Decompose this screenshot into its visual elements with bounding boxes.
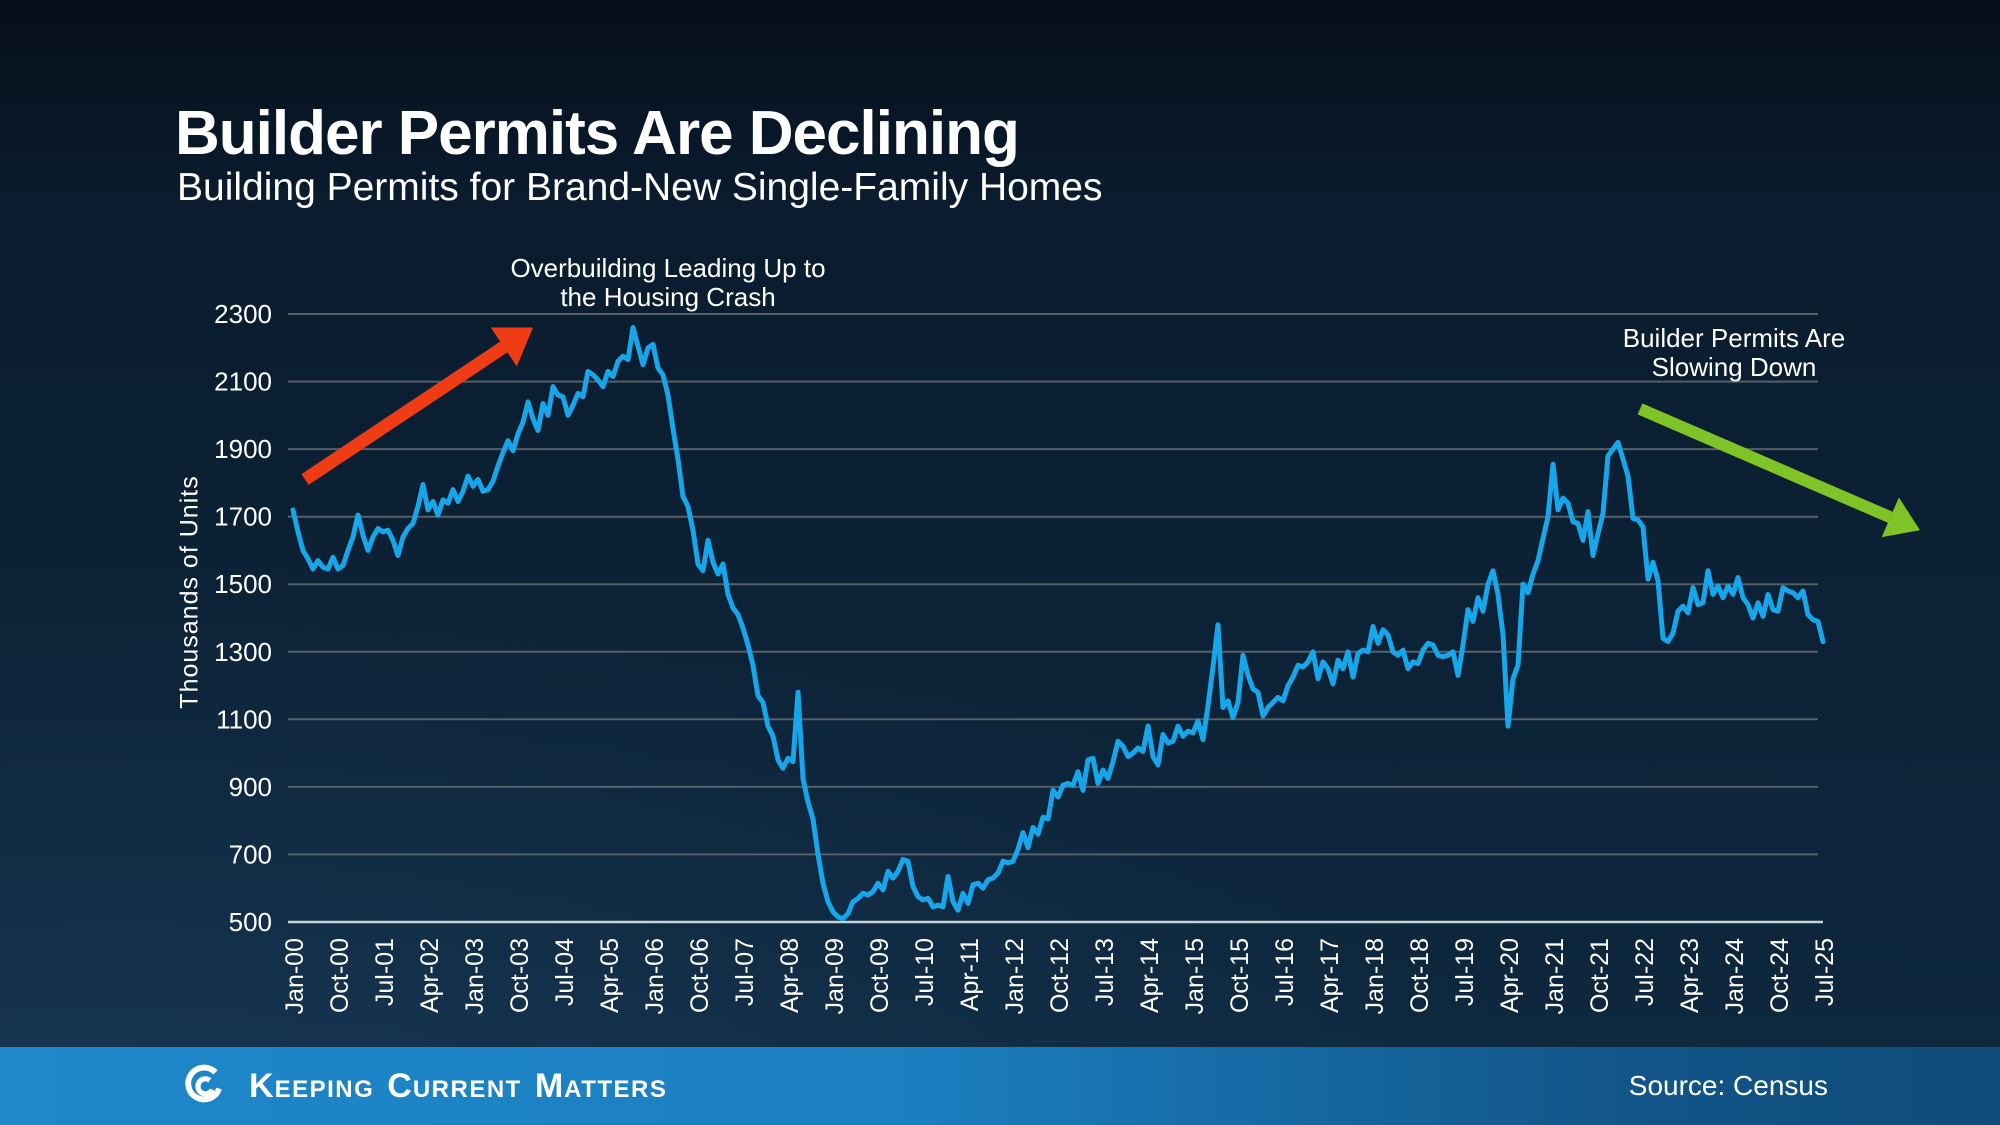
brand-word: ATTERS [564, 1075, 668, 1103]
x-tick-label: Jan-06 [641, 938, 669, 1014]
x-tick-label: Jul-04 [551, 938, 579, 1006]
annotation-slowing-line2: Slowing Down [1651, 352, 1817, 382]
x-tick-label: Jan-03 [461, 938, 489, 1014]
x-tick-label: Apr-23 [1676, 938, 1704, 1013]
x-tick-label: Jan-12 [1001, 938, 1029, 1014]
trend-arrow-slowing [1637, 403, 1893, 523]
x-tick-label: Jan-09 [821, 938, 849, 1014]
brand-letter: C [387, 1066, 413, 1105]
trend-arrow-head-overbuilding [490, 327, 533, 367]
brand-word: URRENT [412, 1075, 522, 1103]
trend-arrow-overbuilding [301, 341, 508, 485]
y-tick-label: 900 [229, 772, 272, 802]
trend-arrow-head-slowing [1881, 497, 1920, 538]
x-tick-label: Jul-22 [1631, 938, 1659, 1006]
y-tick-label: 2300 [214, 299, 272, 329]
y-tick-label: 2100 [214, 367, 272, 397]
permits-line [290, 325, 1826, 922]
x-tick-label: Oct-12 [1046, 938, 1074, 1013]
page-title: Builder Permits Are Declining [175, 99, 1020, 168]
x-tick-label: Jul-25 [1811, 938, 1839, 1006]
x-tick-label: Jan-24 [1721, 938, 1749, 1015]
annotation-overbuilding-line1: Overbuilding Leading Up to [510, 253, 826, 283]
x-tick-label: Jul-10 [911, 938, 939, 1006]
y-tick-label: 1700 [214, 502, 272, 532]
annotation-overbuilding-line2: the Housing Crash [560, 282, 776, 312]
annotation-slowing: Builder Permits Are Slowing Down [1623, 324, 1846, 382]
x-tick-label: Jul-01 [371, 938, 399, 1006]
brand: K EEPING C URRENT M ATTERS [181, 1047, 667, 1125]
x-tick-label: Jul-13 [1091, 938, 1119, 1006]
x-tick-label: Apr-02 [416, 938, 444, 1013]
kcm-logo-icon [185, 1064, 222, 1103]
brand-letter: K [249, 1066, 275, 1105]
x-tick-label: Apr-14 [1136, 938, 1164, 1013]
x-tick-label: Jan-21 [1541, 938, 1569, 1014]
x-tick-label: Apr-08 [776, 938, 804, 1013]
x-tick-label: Apr-17 [1316, 938, 1344, 1013]
x-tick-label: Jan-18 [1361, 938, 1389, 1014]
brand-word: EEPING [274, 1075, 375, 1103]
y-tick-label: 500 [229, 907, 272, 937]
x-tick-label: Jul-19 [1451, 938, 1479, 1006]
x-tick-label: Apr-05 [596, 938, 624, 1013]
source-label: Source: Census [1628, 1070, 1828, 1101]
x-tick-label: Oct-18 [1406, 938, 1434, 1013]
x-tick-label: Jan-00 [281, 938, 309, 1014]
x-tick-label: Oct-06 [686, 938, 714, 1013]
x-tick-label: Apr-11 [956, 938, 984, 1011]
x-tick-label: Apr-20 [1496, 938, 1524, 1013]
annotation-slowing-line1: Builder Permits Are [1622, 323, 1846, 353]
x-tick-label: Oct-24 [1766, 938, 1794, 1013]
x-tick-label: Oct-15 [1226, 938, 1254, 1013]
x-tick-label: Jan-15 [1181, 938, 1209, 1014]
x-tick-label: Oct-00 [326, 938, 354, 1013]
x-tick-label: Oct-03 [506, 938, 534, 1013]
x-tick-label: Oct-21 [1586, 938, 1614, 1013]
x-tick-label: Oct-09 [866, 938, 894, 1013]
x-tick-label: Jul-16 [1271, 938, 1299, 1006]
annotation-overbuilding: Overbuilding Leading Up to the Housing C… [510, 254, 825, 312]
y-tick-label: 700 [229, 839, 272, 869]
x-tick-label: Jul-07 [731, 938, 759, 1006]
brand-name: K EEPING C URRENT M ATTERS [249, 1067, 667, 1106]
y-axis-title: Thousands of Units [175, 475, 204, 709]
y-tick-label: 1500 [214, 569, 272, 599]
y-tick-label: 1300 [214, 637, 272, 667]
footer-bar: K EEPING C URRENT M ATTERS Source: Census [0, 1047, 2000, 1125]
page-subtitle: Building Permits for Brand-New Single-Fa… [177, 166, 1103, 209]
brand-letter: M [534, 1066, 565, 1105]
y-tick-label: 1900 [214, 434, 272, 464]
y-tick-label: 1100 [216, 704, 272, 734]
